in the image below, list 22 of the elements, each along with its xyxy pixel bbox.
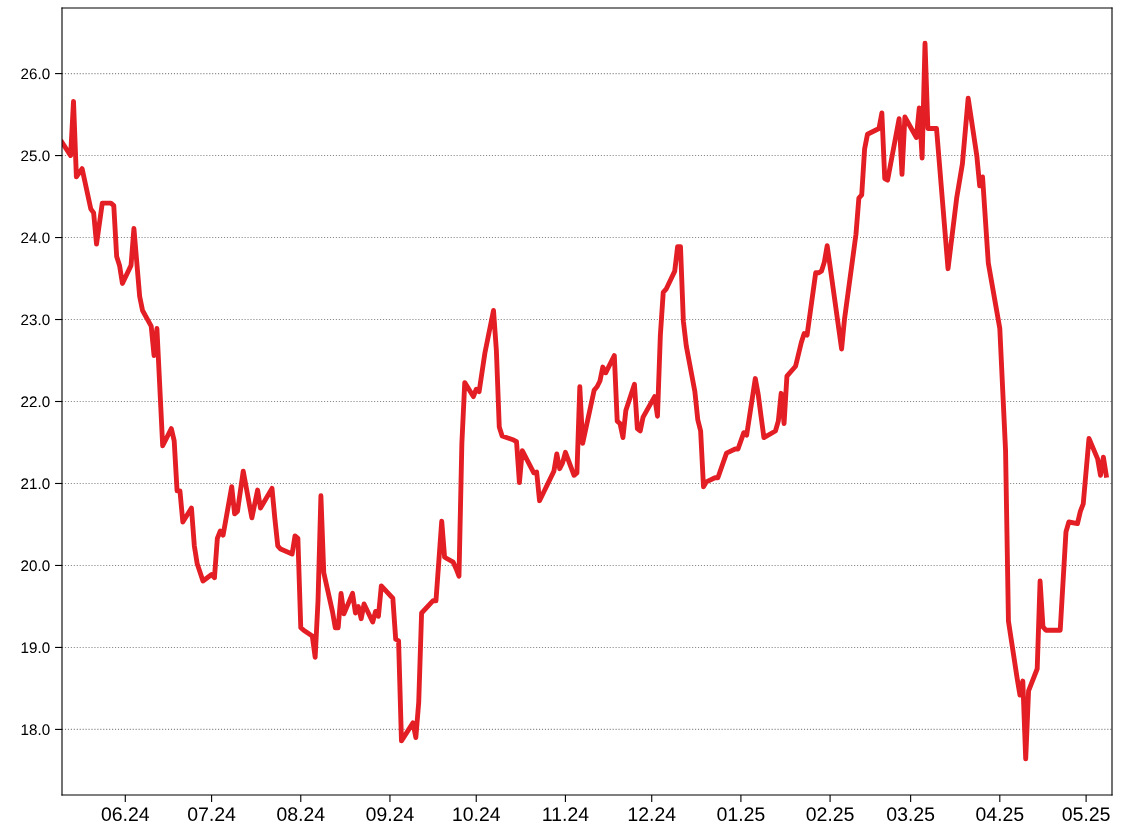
y-tick-label: 24.0	[21, 232, 50, 244]
x-tick-label: 05.25	[1062, 807, 1110, 822]
y-tick-label: 23.0	[21, 314, 50, 326]
x-tick-label: 10.24	[453, 807, 501, 822]
y-tick-label: 18.0	[21, 724, 50, 736]
y-tick-label: 25.0	[21, 150, 50, 162]
x-tick-label: 04.25	[976, 807, 1024, 822]
y-tick-label: 20.0	[21, 560, 50, 572]
line-series	[62, 40, 1109, 762]
x-tick-label: 11.24	[543, 807, 589, 821]
x-tick-label: 12.24	[628, 807, 676, 821]
y-tick-label: 19.0	[21, 642, 50, 654]
x-tick-label: 03.25	[887, 807, 935, 822]
y-tick-label: 21.0	[21, 478, 50, 490]
x-tick-label: 09.24	[366, 807, 414, 822]
x-tick-label: 07.24	[188, 807, 236, 822]
y-tick-label: 26.0	[21, 68, 50, 80]
x-tick-label: 08.24	[277, 807, 325, 822]
x-tick-label: 01.25	[717, 807, 765, 822]
y-tick-label: 22.0	[21, 396, 50, 408]
x-tick-label: 06.24	[101, 807, 150, 822]
x-tick-label: 02.25	[806, 807, 854, 822]
